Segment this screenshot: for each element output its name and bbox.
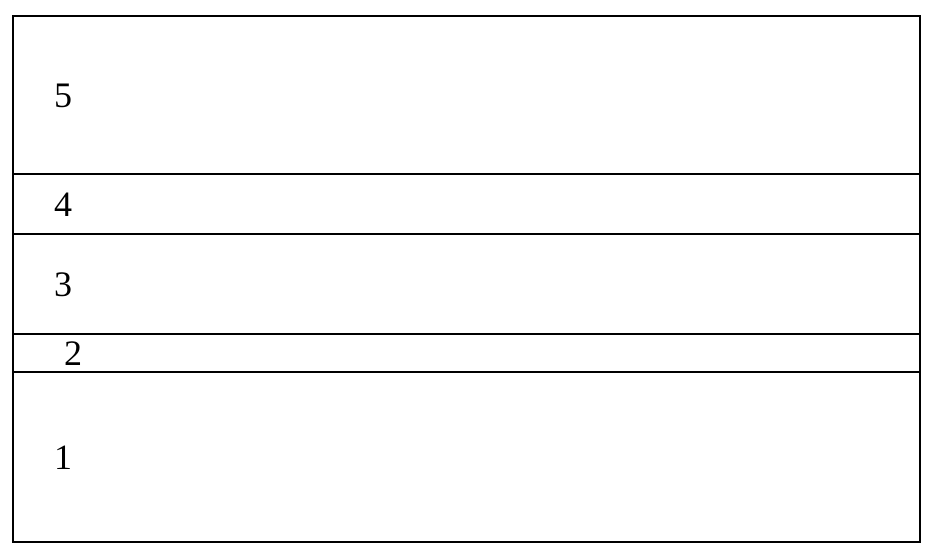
layer-3: 3 [14,235,919,335]
layer-1: 1 [14,373,919,541]
layer-stack-diagram: 5 4 3 2 1 [12,15,921,543]
layer-5: 5 [14,17,919,175]
layer-2-label: 2 [64,335,82,371]
layer-4: 4 [14,175,919,235]
layer-1-label: 1 [54,436,72,478]
layer-4-label: 4 [54,183,72,225]
layer-3-label: 3 [54,263,72,305]
layer-5-label: 5 [54,74,72,116]
layer-2: 2 [14,335,919,373]
